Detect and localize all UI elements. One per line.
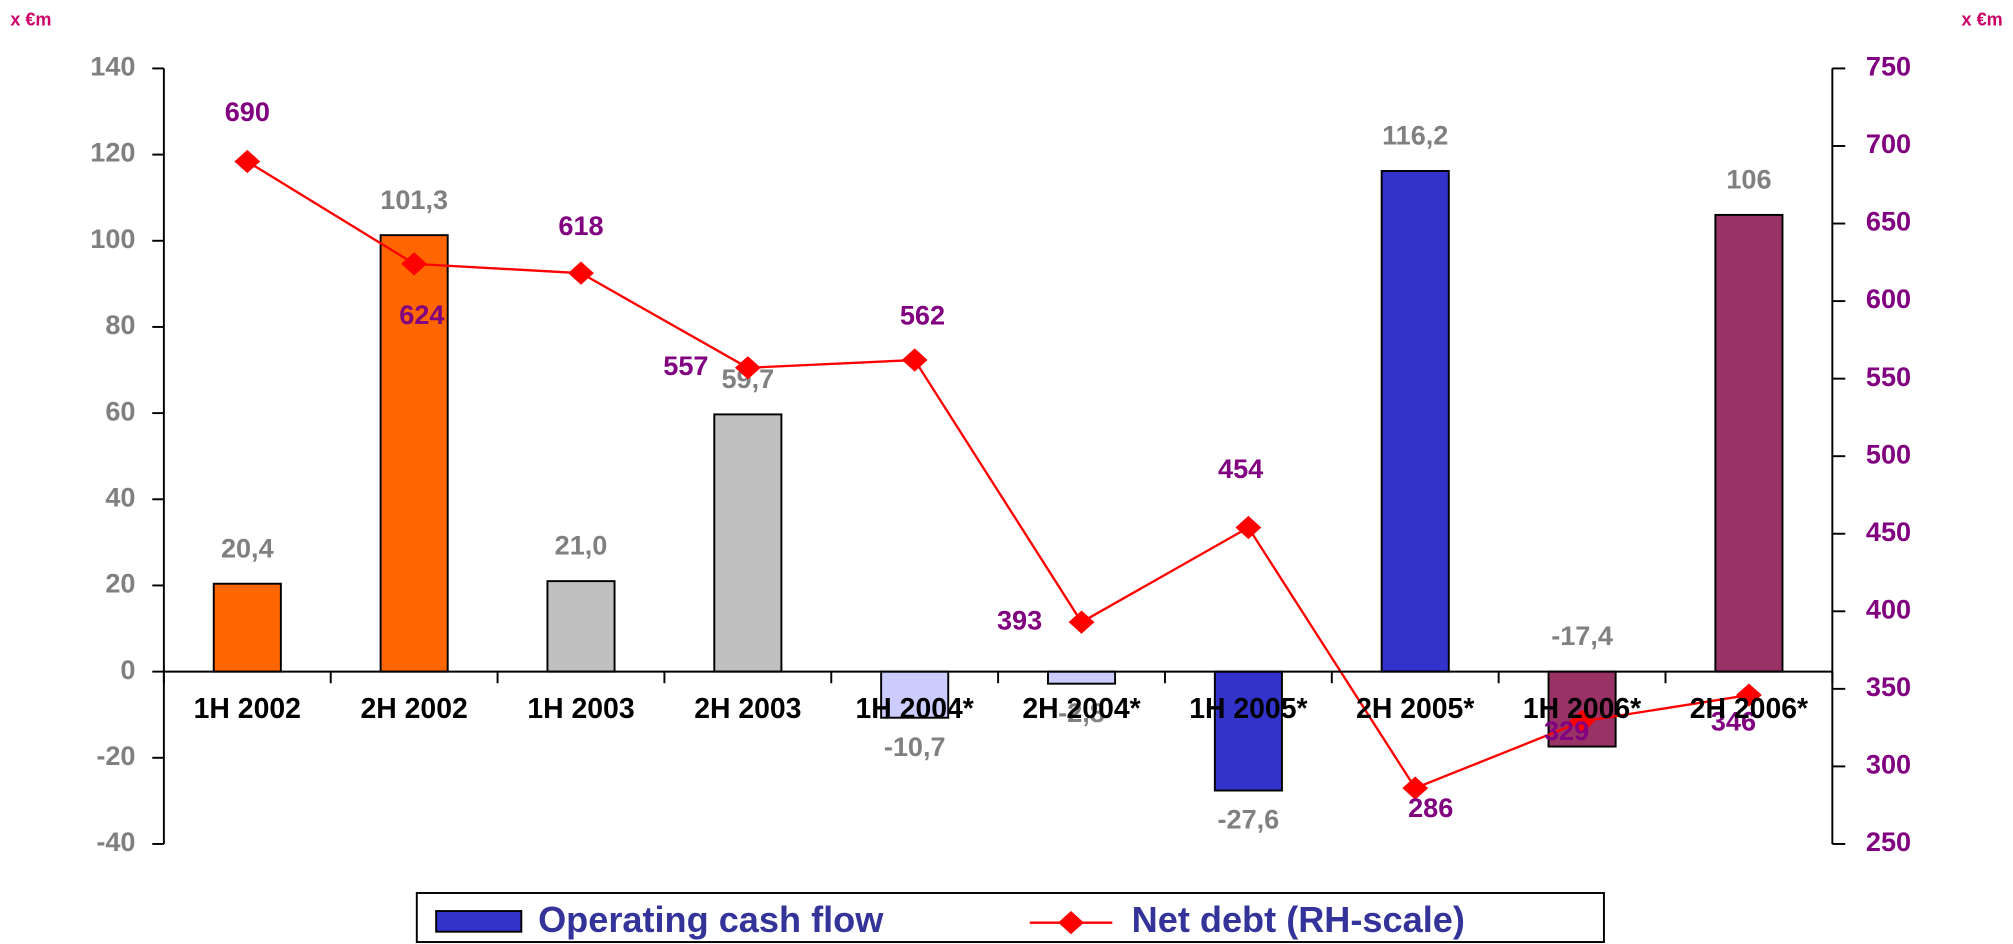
bar [880,670,950,719]
y2-tick-label: 650 [1866,206,1911,237]
bar-value-label: -2,8 [1058,697,1105,728]
line-value-label: 393 [997,604,1042,635]
x-tick-label: 2H 2002 [361,693,468,725]
x-tick-label: 2H 2005* [1356,693,1475,725]
x-tick-label: 2H 2004* [1022,693,1141,725]
y-tick-label: -20 [96,740,135,771]
line-value-label: 454 [1218,453,1263,484]
line-value-label: 557 [663,350,708,381]
line-value-label: 562 [900,300,945,331]
x-tick-label: 2H 2006* [1690,693,1809,725]
bar-value-label: -17,4 [1551,620,1613,651]
y2-tick-label: 400 [1866,593,1911,624]
x-tick-label: 1H 2002 [194,693,301,725]
bar-value-label: 106 [1726,164,1771,195]
y-tick-label: 60 [105,395,135,426]
y-tick-label: 120 [90,137,135,168]
line-value-label: 624 [399,299,444,330]
bar [379,234,449,673]
y2-tick-label: 450 [1866,516,1911,547]
y2-tick-label: 300 [1866,749,1911,780]
bar [212,582,282,673]
bar-value-label: -10,7 [884,731,946,762]
y2-tick-label: 550 [1866,361,1911,392]
x-tick-label: 1H 2004* [856,693,975,725]
bar [1213,670,1283,792]
y2-unit-label: x €m [1962,9,2003,29]
legend-box [415,892,1605,943]
y2-tick-label: 250 [1866,826,1911,857]
y-tick-label: 40 [105,481,135,512]
bar [1714,213,1784,673]
line-value-label: 618 [558,210,603,241]
bar-value-label: 101,3 [380,184,448,215]
bar-value-label: -27,6 [1218,804,1280,835]
line-marker [734,356,761,380]
y-tick-label: 100 [90,223,135,254]
x-tick-label: 1H 2003 [527,693,634,725]
y-tick-label: 80 [105,309,135,340]
bar [1047,670,1117,685]
line [246,160,1750,790]
line-value-label: 286 [1408,792,1453,823]
bar-value-label: 116,2 [1382,120,1448,151]
bar-value-label: 21,0 [555,530,608,561]
y2-tick-label: 700 [1866,128,1911,159]
y2-tick-label: 750 [1866,51,1911,82]
line-marker [1235,515,1262,540]
y-unit-label: x €m [10,9,51,29]
y2-tick-label: 600 [1866,283,1911,314]
x-tick-label: 1H 2005* [1189,693,1308,725]
bar [713,413,783,673]
legend-label: Net debt (RH-scale) [1132,899,1465,940]
y2-tick-label: 350 [1866,671,1911,702]
y-tick-label: 140 [90,51,135,82]
y-tick-label: 0 [120,654,135,685]
bar [546,580,616,673]
bar [1380,170,1450,673]
legend-label: Operating cash flow [538,899,884,940]
line-marker [234,149,261,174]
line-marker [1068,610,1095,634]
legend-swatch [435,910,523,933]
line-marker [568,261,594,285]
bar-value-label: 20,4 [221,532,274,563]
y2-tick-label: 500 [1866,438,1911,469]
line-value-label: 346 [1711,706,1756,737]
y-tick-label: 20 [105,568,135,599]
line-value-label: 690 [225,96,270,127]
line-value-label: 329 [1544,715,1589,746]
x-tick-label: 2H 2003 [694,693,801,725]
y-tick-label: -40 [96,826,135,857]
line-marker [1736,683,1762,707]
line-marker [901,348,928,372]
x-tick-label: 1H 2006* [1523,693,1642,725]
line-marker [1402,776,1429,800]
